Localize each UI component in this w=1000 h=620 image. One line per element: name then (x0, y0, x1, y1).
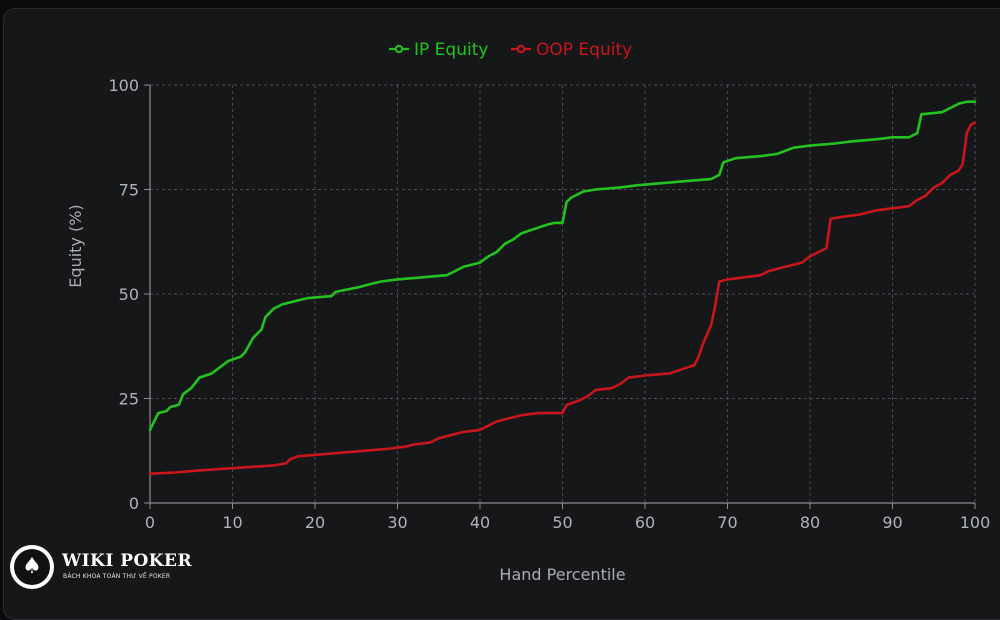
y-tick-label-0: 0 (129, 494, 139, 513)
x-tick-label-20: 20 (305, 513, 325, 532)
x-tick-label-100: 100 (960, 513, 991, 532)
chart-panel (3, 8, 1000, 620)
y-tick-label-100: 100 (108, 76, 139, 95)
x-tick-label-0: 0 (145, 513, 155, 532)
y-tick-label-25: 25 (119, 390, 139, 409)
x-tick-label-30: 30 (387, 513, 407, 532)
x-tick-label-10: 10 (222, 513, 242, 532)
y-tick-label-75: 75 (119, 181, 139, 200)
legend-marker-oop-equity (516, 44, 526, 54)
legend-label-oop-equity: OOP Equity (536, 40, 632, 60)
x-tick-label-80: 80 (800, 513, 820, 532)
equity-chart: 0 10 20 30 40 50 60 70 80 90 100 0 25 50 75 100 Hand Per… (66, 40, 991, 584)
wiki-poker-logo: ♠ WIKI POKER BÁCH KHOA TOÀN THƯ VỀ POKER (10, 545, 210, 593)
logo-title: WIKI POKER (62, 551, 193, 571)
legend-label-ip-equity: IP Equity (414, 40, 488, 60)
logo-circle: ♠ (10, 545, 54, 589)
x-tick-label-70: 70 (717, 513, 737, 532)
legend-marker-ip-equity (394, 44, 404, 54)
series-line-ip-equity (148, 100, 977, 432)
x-tick-label-60: 60 (635, 513, 655, 532)
x-tick-label-50: 50 (552, 513, 572, 532)
logo-subtitle: BÁCH KHOA TOÀN THƯ VỀ POKER (63, 573, 171, 580)
page-frame: 0 10 20 30 40 50 60 70 80 90 100 0 25 50 75 100 Hand Per… (3, 8, 1000, 620)
spade-icon: ♠ (14, 549, 50, 585)
x-axis-title: Hand Percentile (499, 565, 625, 584)
series-line-oop-equity (148, 121, 977, 475)
x-tick-label-40: 40 (470, 513, 490, 532)
y-tick-label-50: 50 (119, 285, 139, 304)
y-axis-title: Equity (%) (66, 204, 85, 287)
x-tick-label-90: 90 (882, 513, 902, 532)
